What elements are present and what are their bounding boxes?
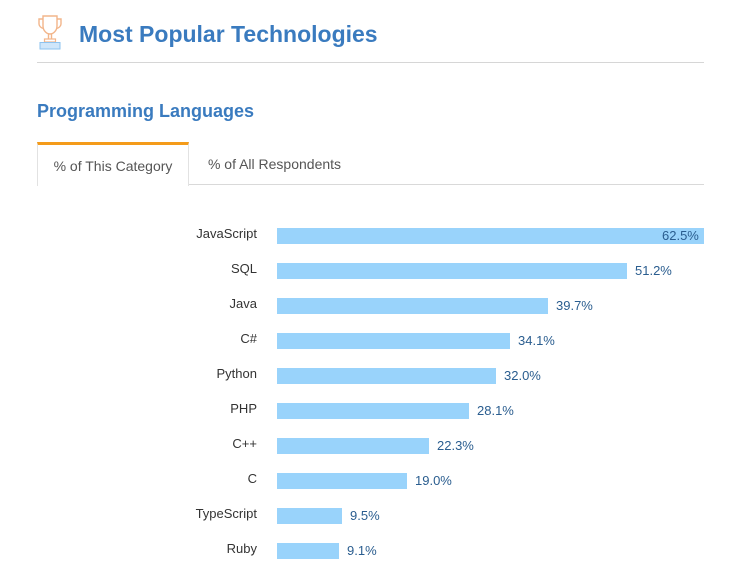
tab-this-category[interactable]: % of This Category: [37, 142, 189, 186]
value-label: 39.7%: [556, 298, 593, 313]
bar: [277, 368, 496, 384]
value-label: 9.5%: [350, 508, 380, 523]
chart-row: C# 34.1%: [0, 331, 740, 349]
value-label: 22.3%: [437, 438, 474, 453]
category-label: TypeScript: [195, 506, 257, 521]
value-label: 28.1%: [477, 403, 514, 418]
bar: [277, 403, 469, 419]
category-label: Java: [229, 296, 257, 311]
value-label: 19.0%: [415, 473, 452, 488]
bar: [277, 473, 407, 489]
bar: [277, 333, 510, 349]
category-label: SQL: [230, 261, 257, 276]
chart-row: Java 39.7%: [0, 296, 740, 314]
category-label: Python: [216, 366, 257, 381]
section-title: Programming Languages: [37, 101, 255, 121]
category-label: JavaScript: [196, 226, 257, 241]
chart-row: TypeScript 9.5%: [0, 506, 740, 524]
chart-row: SQL 51.2%: [0, 261, 740, 279]
chart-row: C 19.0%: [0, 471, 740, 489]
category-label: PHP: [230, 401, 257, 416]
category-label: C: [247, 471, 257, 486]
value-label: 51.2%: [635, 263, 672, 278]
chart-row: Python 32.0%: [0, 366, 740, 384]
chart-row: PHP 28.1%: [0, 401, 740, 419]
chart-row: JavaScript 62.5%: [0, 226, 740, 244]
bar: [277, 228, 704, 244]
value-label: 34.1%: [518, 333, 555, 348]
value-label: 9.1%: [347, 543, 377, 558]
value-label: 62.5%: [662, 228, 699, 243]
category-label: C++: [232, 436, 257, 451]
chart-row: C++ 22.3%: [0, 436, 740, 454]
trophy-icon: [38, 15, 62, 50]
bar: [277, 508, 342, 524]
bar: [277, 298, 548, 314]
category-label: Ruby: [226, 541, 257, 556]
chart-row: Ruby 9.1%: [0, 541, 740, 559]
bar: [277, 438, 429, 454]
tab-bar: % of This Category % of All Respondents: [37, 142, 704, 186]
bar: [277, 263, 627, 279]
page-title: Most Popular Technologies: [79, 21, 378, 47]
tab-all-respondents[interactable]: % of All Respondents: [207, 155, 342, 172]
page-header: Most Popular Technologies: [37, 12, 704, 63]
bar: [277, 543, 339, 559]
value-label: 32.0%: [504, 368, 541, 383]
category-label: C#: [240, 331, 257, 346]
